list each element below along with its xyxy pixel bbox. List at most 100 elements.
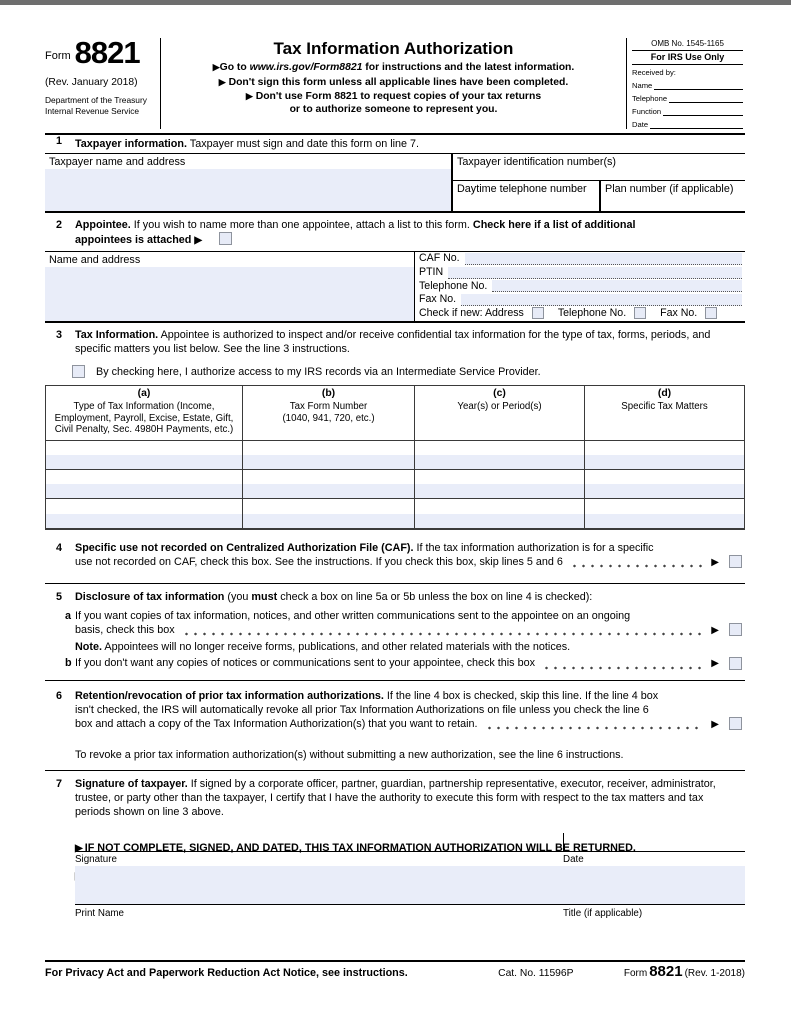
table-header-row: (a) Type of Tax Information (Income, Empl… — [46, 386, 744, 441]
table-cell[interactable] — [243, 469, 415, 498]
arrowhead-icon: ▶ — [245, 91, 253, 101]
taxpayer-info-section: Taxpayer name and address Taxpayer ident… — [45, 153, 745, 213]
arrowhead-icon: ▶ — [711, 624, 719, 636]
isp-access-checkbox[interactable] — [72, 365, 85, 379]
dotted-leader — [569, 557, 705, 569]
line5a-item: a If you want copies of tax information,… — [45, 609, 745, 638]
table-cell[interactable] — [585, 470, 744, 498]
signature-block: Signature Date Print Name Title (if appl… — [45, 833, 745, 919]
line3-heading: 3 Tax Information. Appointee is authoriz… — [56, 328, 711, 356]
new-telephone-checkbox[interactable] — [634, 307, 647, 320]
line5a-letter: a — [65, 609, 72, 622]
caf-no-field[interactable] — [464, 253, 742, 266]
line4-specific-use-checkbox[interactable] — [729, 555, 742, 569]
signature-input-field[interactable] — [75, 866, 745, 905]
omb-name-field[interactable] — [654, 82, 743, 90]
irs-use-only-box: OMB No. 1545-1165 For IRS Use Only Recei… — [626, 38, 745, 129]
received-by-label: Received by: — [632, 68, 676, 77]
daytime-phone-cell[interactable]: Daytime telephone number — [452, 181, 600, 211]
omb-function-field[interactable] — [663, 108, 743, 116]
form-header: Form 8821 (Rev. January 2018) Department… — [45, 35, 745, 135]
appointee-contact-cell: CAF No. PTIN Telephone No. Fax No. Check… — [415, 252, 745, 321]
line2-number: 2 — [56, 219, 63, 231]
table-cell[interactable] — [243, 498, 415, 528]
new-address-checkbox[interactable] — [531, 307, 544, 320]
fax-no-field[interactable] — [461, 293, 742, 306]
table-cell[interactable] — [46, 498, 243, 528]
new-fax-label: Fax No. — [660, 307, 698, 320]
line6-retention-checkbox[interactable] — [729, 717, 742, 731]
irs-use-only-label: For IRS Use Only — [632, 51, 743, 65]
line5-heading: 5 Disclosure of tax information (you mus… — [56, 591, 593, 604]
header-bullet-3: ▶ Don't use Form 8821 to request copies … — [245, 91, 542, 102]
taxpayer-tin-cell[interactable]: Taxpayer identification number(s) — [452, 154, 745, 181]
arrowhead-icon: ▶ — [212, 62, 220, 72]
omb-telephone-field[interactable] — [669, 95, 743, 103]
taxpayer-name-address-label: Taxpayer name and address — [49, 156, 186, 168]
section-divider — [45, 583, 745, 585]
agency-line-1: Department of the Treasury — [45, 95, 147, 106]
taxpayer-name-address-cell: Taxpayer name and address — [45, 154, 452, 211]
bullet1-pre: Go to — [219, 62, 250, 73]
omb-date-label: Date — [632, 120, 649, 129]
form-id-block: Form 8821 (Rev. January 2018) Department… — [45, 35, 161, 129]
appointee-name-address-field[interactable] — [45, 266, 414, 321]
check-if-new-row: Check if new: Address Telephone No. Fax … — [419, 306, 742, 321]
line5a-checkbox[interactable] — [729, 623, 742, 637]
intermediate-service-provider-row: By checking here, I authorize access to … — [45, 365, 745, 379]
irs-url-text: www.irs.gov/Form8821 — [249, 62, 363, 73]
plan-number-cell[interactable]: Plan number (if applicable) — [600, 181, 745, 211]
appointee-section: Name and address CAF No. PTIN Telephone … — [45, 250, 745, 323]
table-row — [46, 440, 744, 470]
additional-appointees-checkbox[interactable] — [219, 232, 233, 246]
table-cell[interactable] — [585, 441, 744, 469]
dotted-leader — [181, 625, 705, 637]
line7-number: 7 — [56, 777, 63, 790]
catalog-number: Cat. No. 11596P — [498, 967, 574, 979]
table-cell[interactable] — [585, 499, 744, 528]
print-name-label: Print Name — [75, 908, 124, 919]
line6-revoke-note: To revoke a prior tax information author… — [75, 749, 624, 762]
form-title: Tax Information Authorization — [273, 39, 514, 58]
date-column-tick — [563, 833, 564, 852]
table-cell[interactable] — [243, 440, 415, 469]
fax-no-label: Fax No. — [419, 293, 457, 306]
taxpayer-name-address-field[interactable] — [45, 169, 451, 211]
arrowhead-icon: ▶ — [711, 658, 719, 670]
title-label: Title (if applicable) — [563, 908, 643, 919]
privacy-act-notice: For Privacy Act and Paperwork Reduction … — [45, 966, 408, 979]
telephone-no-label: Telephone No. — [419, 279, 488, 292]
ptin-label: PTIN — [419, 266, 444, 279]
omb-number: OMB No. 1545-1165 — [632, 39, 743, 51]
signature-label: Signature — [75, 854, 117, 865]
line6-section: 6 Retention/revocation of prior tax info… — [45, 689, 745, 732]
table-cell[interactable] — [415, 469, 585, 498]
appointee-name-address-label: Name and address — [49, 253, 141, 266]
ptin-field[interactable] — [448, 266, 742, 279]
appointee-name-address-cell: Name and address — [45, 251, 415, 321]
agency-line-2: Internal Revenue Service — [45, 105, 140, 116]
line3-number: 3 — [56, 328, 63, 341]
dotted-leader — [484, 719, 705, 731]
section-divider — [45, 769, 745, 771]
dotted-leader — [542, 658, 705, 670]
omb-date-field[interactable] — [650, 121, 743, 129]
line5b-letter: b — [65, 657, 72, 670]
table-cell[interactable] — [46, 440, 243, 469]
line1-number: 1 — [56, 135, 63, 147]
header-bullet-2: ▶ Don't sign this form unless all applic… — [218, 77, 569, 88]
table-cell[interactable] — [415, 440, 585, 469]
table-cell[interactable] — [415, 498, 585, 528]
new-fax-checkbox[interactable] — [705, 307, 718, 320]
form-number: 8821 — [74, 35, 141, 70]
line5b-item: b If you don't want any copies of notice… — [45, 656, 745, 670]
telephone-no-field[interactable] — [492, 280, 742, 293]
footer-form-id: Form 8821 (Rev. 1-2018) — [623, 963, 745, 980]
column-header-c: (c) Year(s) or Period(s) — [415, 386, 585, 441]
table-cell[interactable] — [46, 469, 243, 498]
line5b-checkbox[interactable] — [729, 656, 742, 670]
date-label: Date — [563, 854, 584, 865]
bullet1-post: for instructions and the latest informat… — [362, 62, 575, 73]
column-header-d: (d) Specific Tax Matters — [585, 386, 744, 441]
header-bullet-4: or to authorize someone to represent you… — [289, 104, 498, 115]
